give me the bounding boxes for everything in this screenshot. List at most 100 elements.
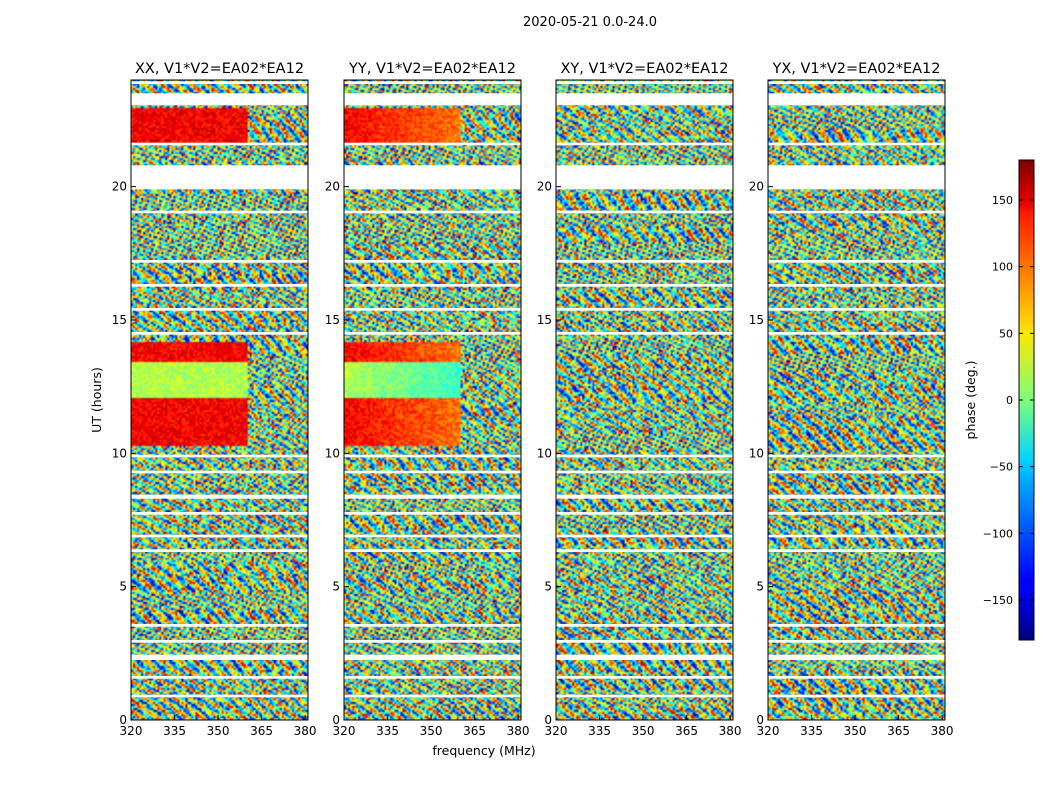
- panel-title-xy: XY, V1*V2=EA02*EA12: [560, 61, 728, 77]
- y-tick-label: 15: [112, 313, 127, 327]
- data-gap-7: [344, 512, 521, 515]
- panel-title-xx: XX, V1*V2=EA02*EA12: [135, 61, 304, 77]
- panel-xx: XX, V1*V2=EA02*EA12 320 335 350 365 380 0 5 10 15…: [112, 61, 317, 738]
- y-tick-label: 15: [537, 313, 552, 327]
- data-gap-17: [768, 142, 945, 146]
- y-tick-label: 5: [332, 580, 340, 594]
- x-tick-label: 320: [545, 724, 568, 738]
- data-gap-11: [131, 332, 308, 335]
- data-gap-14: [344, 260, 521, 263]
- data-gap-3: [344, 640, 521, 643]
- data-gap-14: [131, 260, 308, 263]
- data-gap-7: [131, 512, 308, 515]
- data-gap-1: [344, 676, 521, 679]
- colorbar: −150 −100 −50 0 50 100 150 phase (deg.): [963, 159, 1035, 641]
- data-gap-4: [344, 624, 521, 627]
- y-tick-label: 20: [112, 180, 127, 194]
- data-gap-18: [556, 93, 733, 106]
- data-gap-11: [344, 332, 521, 335]
- y-tick-label: 15: [325, 313, 340, 327]
- y-tick-label: 10: [112, 446, 127, 460]
- data-gap-16: [344, 165, 521, 190]
- data-gap-9: [131, 470, 308, 474]
- data-gap-15: [344, 210, 521, 214]
- panel-yy: YY, V1*V2=EA02*EA12 320 335 350 365 380 0 5 10 15…: [325, 61, 530, 738]
- data-gap-2: [768, 654, 945, 660]
- data-gap-11: [556, 332, 733, 335]
- data-gap-17: [131, 142, 308, 146]
- data-gap-8: [344, 494, 521, 499]
- data-gap-13: [344, 284, 521, 287]
- data-gap-1: [768, 676, 945, 679]
- data-gap-7: [556, 512, 733, 515]
- x-tick-label: 365: [887, 724, 910, 738]
- y-tick-label: 0: [119, 713, 127, 727]
- data-gap-2: [556, 654, 733, 660]
- data-gap-4: [768, 624, 945, 627]
- data-gap-4: [131, 624, 308, 627]
- data-gap-8: [556, 494, 733, 499]
- data-gap-10: [131, 454, 308, 458]
- colorbar-tick-label: 50: [999, 327, 1013, 340]
- y-tick-label: 20: [325, 180, 340, 194]
- x-tick-label: 320: [757, 724, 780, 738]
- y-tick-label: 5: [544, 580, 552, 594]
- x-axis-label: frequency (MHz): [432, 743, 535, 758]
- panel-frame: [130, 79, 309, 721]
- x-tick-label: 365: [463, 724, 486, 738]
- data-gap-0: [556, 694, 733, 698]
- y-tick-label: 10: [325, 446, 340, 460]
- data-gap-10: [556, 454, 733, 458]
- colorbar-tick-label: −100: [983, 527, 1013, 540]
- data-gap-5: [768, 549, 945, 552]
- data-gap-10: [768, 454, 945, 458]
- data-gap-13: [768, 284, 945, 287]
- data-gap-18: [344, 93, 521, 106]
- data-gap-5: [344, 549, 521, 552]
- data-gap-9: [344, 470, 521, 474]
- panel-frame: [555, 79, 734, 721]
- y-tick-label: 10: [749, 446, 764, 460]
- data-gap-1: [131, 676, 308, 679]
- data-gap-13: [556, 284, 733, 287]
- data-gap-8: [131, 494, 308, 499]
- colorbar-tick-label: 150: [992, 194, 1013, 207]
- colorbar-ticks: −150 −100 −50 0 50 100 150: [983, 194, 1034, 607]
- data-gap-19: [131, 81, 308, 84]
- y-tick-label: 15: [749, 313, 764, 327]
- data-gap-2: [344, 654, 521, 660]
- data-gap-19: [768, 81, 945, 84]
- data-gap-18: [131, 93, 308, 106]
- figure-suptitle: 2020-05-21 0.0-24.0: [523, 15, 657, 30]
- y-axis-label: UT (hours): [89, 367, 104, 433]
- data-gap-9: [768, 470, 945, 474]
- data-gap-15: [556, 210, 733, 214]
- y-tick-label: 20: [537, 180, 552, 194]
- y-tick-label: 0: [332, 713, 340, 727]
- data-gap-12: [768, 308, 945, 311]
- data-gap-3: [131, 640, 308, 643]
- x-tick-label: 350: [844, 724, 867, 738]
- data-gap-5: [131, 549, 308, 552]
- data-gap-11: [768, 332, 945, 335]
- data-gap-13: [131, 284, 308, 287]
- data-gap-4: [556, 624, 733, 627]
- x-tick-label: 335: [588, 724, 611, 738]
- data-gap-16: [768, 165, 945, 190]
- y-tick-label: 10: [537, 446, 552, 460]
- y-tick-label: 5: [756, 580, 764, 594]
- colorbar-tick-label: 0: [1006, 394, 1013, 407]
- data-gap-9: [556, 470, 733, 474]
- x-tick-label: 320: [120, 724, 143, 738]
- data-gap-12: [556, 308, 733, 311]
- data-gap-8: [768, 494, 945, 499]
- x-tick-label: 365: [250, 724, 273, 738]
- y-tick-label: 20: [749, 180, 764, 194]
- colorbar-tick-label: −50: [990, 461, 1013, 474]
- colorbar-tick-label: 100: [992, 261, 1013, 274]
- panels-group: XX, V1*V2=EA02*EA12 320 335 350 365 380 0 5 10 15…: [112, 61, 954, 738]
- y-tick-label: 0: [756, 713, 764, 727]
- panel-xy: XY, V1*V2=EA02*EA12 320 335 350 365 380 0 5 10 15…: [537, 61, 742, 738]
- data-gap-19: [556, 81, 733, 84]
